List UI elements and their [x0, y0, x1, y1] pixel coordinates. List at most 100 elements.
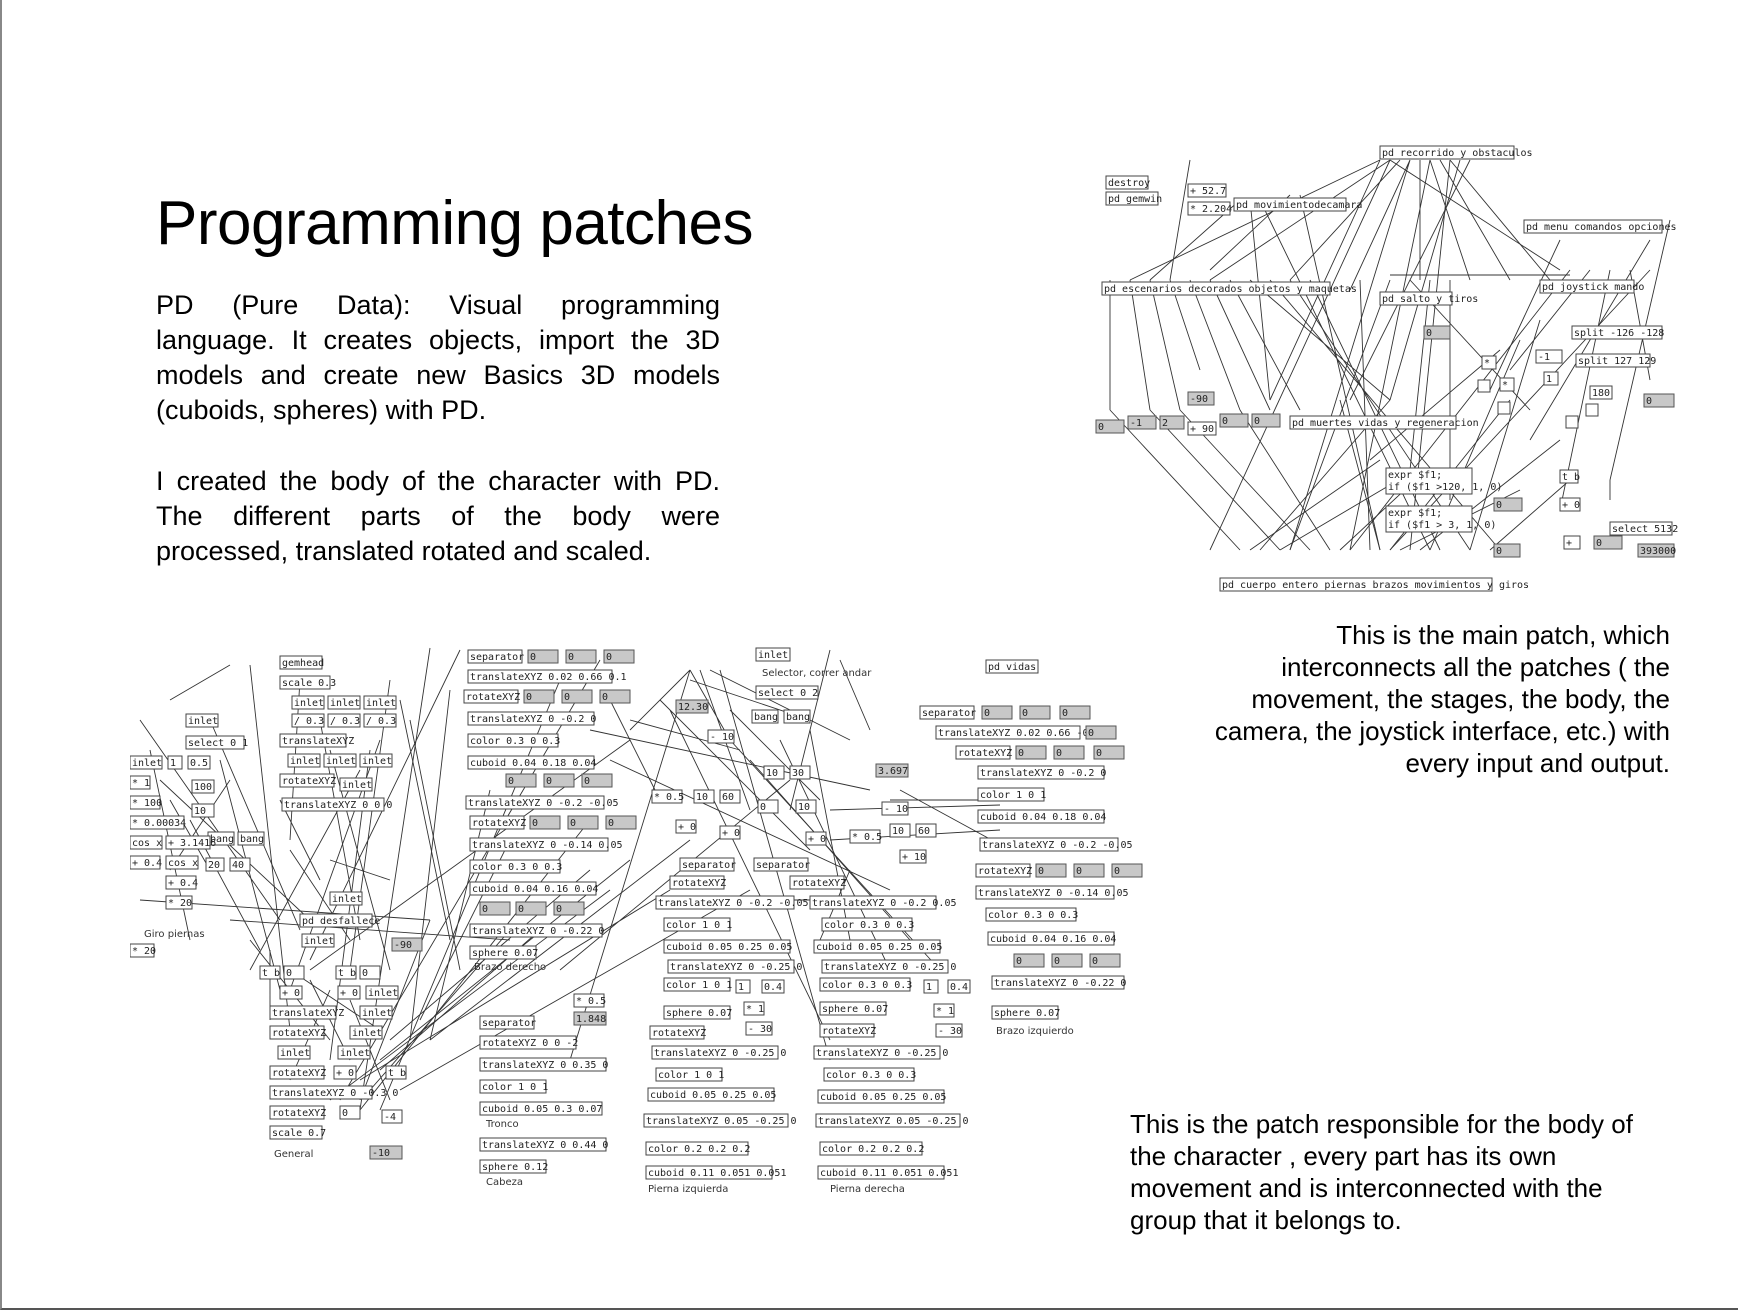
svg-text:translateXYZ 0 -0.22 0: translateXYZ 0 -0.22 0 [994, 978, 1126, 989]
label-pierna-derecha: Pierna derecha [830, 1184, 905, 1195]
svg-text:select 5132: select 5132 [1612, 524, 1678, 535]
svg-text:0: 0 [984, 708, 990, 719]
svg-text:+ 0.4: + 0.4 [168, 878, 198, 889]
intro-paragraph: PD (Pure Data): Visual programming langu… [156, 290, 720, 425]
svg-text:separator: separator [922, 708, 976, 719]
svg-text:translateXYZ 0 0.35 0: translateXYZ 0 0.35 0 [482, 1060, 608, 1071]
svg-text:cuboid 0.05 0.3 0.07: cuboid 0.05 0.3 0.07 [482, 1104, 602, 1115]
svg-text:inlet: inlet [280, 1048, 310, 1059]
svg-text:0: 0 [546, 776, 552, 787]
svg-text:-4: -4 [384, 1112, 396, 1123]
svg-text:20: 20 [208, 860, 220, 871]
svg-text:0: 0 [1022, 708, 1028, 719]
svg-text:10: 10 [194, 806, 206, 817]
svg-text:translateXYZ 0 -0.14 0.05: translateXYZ 0 -0.14 0.05 [472, 840, 623, 851]
svg-text:+ 0: + 0 [340, 988, 358, 999]
svg-text:/ 0.3: / 0.3 [366, 716, 396, 727]
svg-text:translateXYZ 0.05 -0.25 0: translateXYZ 0.05 -0.25 0 [818, 1116, 969, 1127]
svg-text:*: * [1484, 358, 1490, 369]
svg-text:2: 2 [1162, 418, 1168, 429]
svg-text:* 20: * 20 [132, 946, 156, 957]
svg-text:0: 0 [1018, 748, 1024, 759]
svg-text:color 0.3 0 0.3: color 0.3 0 0.3 [822, 980, 912, 991]
svg-text:rotateXYZ: rotateXYZ [282, 776, 336, 787]
svg-text:0: 0 [556, 904, 562, 915]
svg-text:0.4: 0.4 [764, 982, 782, 993]
svg-text:color 1 0 1: color 1 0 1 [666, 920, 732, 931]
svg-text:- 10: - 10 [710, 732, 734, 743]
svg-text:0: 0 [1092, 956, 1098, 967]
svg-text:scale 0.7: scale 0.7 [272, 1128, 326, 1139]
svg-text:rotateXYZ: rotateXYZ [792, 878, 846, 889]
svg-text:translateXYZ 0.05 -0.25 0: translateXYZ 0.05 -0.25 0 [646, 1116, 797, 1127]
svg-text:cuboid 0.11 0.051 0.051: cuboid 0.11 0.051 0.051 [820, 1168, 958, 1179]
svg-text:0: 0 [568, 652, 574, 663]
svg-text:-1: -1 [1538, 352, 1550, 363]
svg-text:0: 0 [362, 968, 368, 979]
svg-text:0: 0 [1054, 956, 1060, 967]
svg-text:0: 0 [602, 692, 608, 703]
svg-text:+ 0: + 0 [808, 834, 826, 845]
svg-text:inlet: inlet [362, 1008, 392, 1019]
svg-text:split -126 -128: split -126 -128 [1574, 328, 1664, 339]
svg-text:bang: bang [754, 712, 778, 723]
svg-text:bang: bang [786, 712, 810, 723]
svg-text:rotateXYZ: rotateXYZ [652, 1028, 706, 1039]
svg-text:t b: t b [388, 1068, 406, 1079]
svg-text:translateXYZ 0 -0.25 0: translateXYZ 0 -0.25 0 [816, 1048, 948, 1059]
svg-text:pd gemwin: pd gemwin [1108, 194, 1162, 205]
svg-text:+ 0: + 0 [678, 822, 696, 833]
svg-text:0: 0 [518, 904, 524, 915]
label-general: General [274, 1149, 313, 1160]
svg-text:0: 0 [584, 776, 590, 787]
svg-text:translateXYZ 0 -0.2 0.05: translateXYZ 0 -0.2 0.05 [812, 898, 957, 909]
svg-text:translateXYZ 0 -0.14 0.05: translateXYZ 0 -0.14 0.05 [978, 888, 1129, 899]
svg-text:inlet: inlet [366, 698, 396, 709]
svg-text:inlet: inlet [368, 988, 398, 999]
svg-text:scale 0.3: scale 0.3 [282, 678, 336, 689]
svg-text:rotateXYZ: rotateXYZ [466, 692, 520, 703]
svg-text:cuboid 0.05 0.25 0.05: cuboid 0.05 0.25 0.05 [650, 1090, 776, 1101]
svg-text:* 0.00034: * 0.00034 [132, 818, 186, 829]
svg-text:select 0 2: select 0 2 [758, 688, 818, 699]
svg-text:if ($f1 > 3, 1, 0): if ($f1 > 3, 1, 0) [1388, 520, 1496, 531]
svg-text:30: 30 [792, 768, 804, 779]
svg-text:cuboid 0.04 0.18 0.04: cuboid 0.04 0.18 0.04 [980, 812, 1106, 823]
svg-text:sphere 0.07: sphere 0.07 [822, 1004, 888, 1015]
svg-text:inlet: inlet [294, 698, 324, 709]
body-patch-screenshot: gemhead scale 0.3 inlet inlet inlet / 0.… [130, 647, 1143, 1195]
svg-text:rotateXYZ 0 0 -2: rotateXYZ 0 0 -2 [482, 1038, 578, 1049]
svg-text:inlet: inlet [340, 1048, 370, 1059]
svg-text:rotateXYZ: rotateXYZ [978, 866, 1032, 877]
label-pierna-izquierda: Pierna izquierda [648, 1184, 728, 1195]
svg-text:* 2.204: * 2.204 [1190, 204, 1232, 215]
svg-text:inlet: inlet [758, 650, 788, 661]
svg-text:t b: t b [1562, 472, 1580, 483]
svg-text:0: 0 [526, 692, 532, 703]
svg-text:60: 60 [722, 792, 734, 803]
svg-text:translateXYZ 0.02 0.66 -0.1: translateXYZ 0.02 0.66 -0.1 [938, 728, 1101, 739]
svg-text:cuboid 0.04 0.18 0.04: cuboid 0.04 0.18 0.04 [470, 758, 596, 769]
svg-text:1: 1 [738, 982, 744, 993]
svg-text:10: 10 [798, 802, 810, 813]
svg-text:translateXYZ: translateXYZ [282, 736, 354, 747]
svg-text:0: 0 [1098, 422, 1104, 433]
svg-text:100: 100 [194, 782, 212, 793]
svg-text:- 30: - 30 [938, 1026, 962, 1037]
svg-text:gemhead: gemhead [282, 658, 324, 669]
svg-text:color 1 0 1: color 1 0 1 [658, 1070, 724, 1081]
svg-text:translateXYZ 0 -0.2 0: translateXYZ 0 -0.2 0 [980, 768, 1106, 779]
svg-text:pd joystick mando: pd joystick mando [1542, 282, 1644, 293]
svg-text:0: 0 [1496, 546, 1502, 557]
svg-text:0: 0 [1254, 416, 1260, 427]
svg-text:separator: separator [482, 1018, 536, 1029]
svg-text:* 20: * 20 [168, 898, 192, 909]
svg-text:pd desfallece: pd desfallece [302, 916, 380, 927]
svg-text:translateXYZ 0 0 0: translateXYZ 0 0 0 [284, 800, 392, 811]
svg-text:color 0.2 0.2 0.2: color 0.2 0.2 0.2 [648, 1144, 750, 1155]
svg-text:* 1: * 1 [746, 1004, 764, 1015]
label-brazo-izquierdo: Brazo izquierdo [996, 1026, 1074, 1037]
svg-text:0: 0 [570, 818, 576, 829]
svg-text:color 0.3 0 0.3: color 0.3 0 0.3 [824, 920, 914, 931]
svg-text:* 0.5: * 0.5 [852, 832, 882, 843]
